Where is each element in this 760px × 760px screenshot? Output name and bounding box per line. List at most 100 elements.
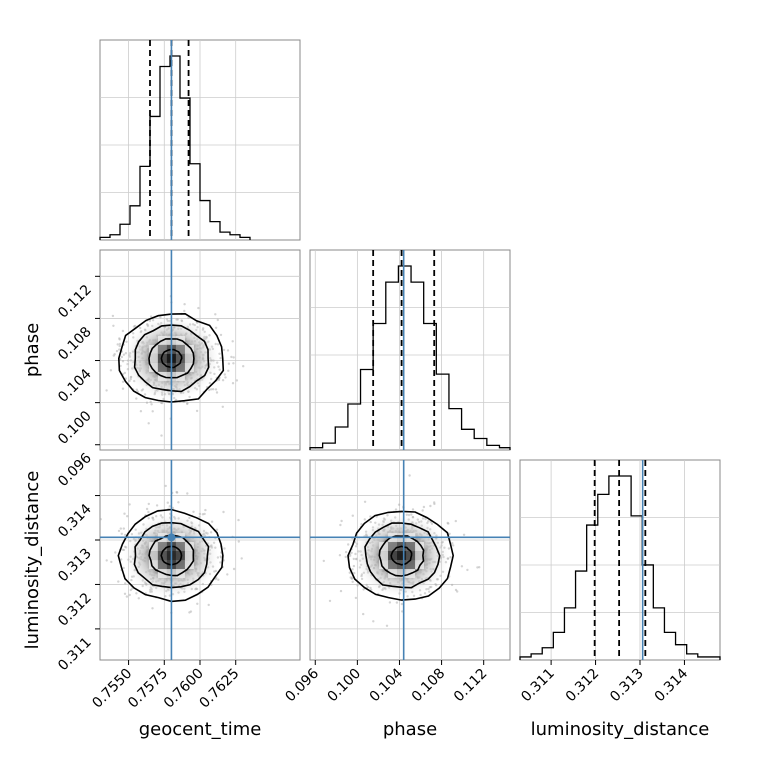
sample-point	[240, 557, 243, 560]
contour-level-2	[133, 521, 210, 589]
sample-point	[340, 519, 343, 523]
sample-point	[448, 532, 451, 535]
sample-point	[362, 588, 365, 591]
sample-point	[126, 515, 129, 518]
sample-point	[112, 354, 116, 357]
density-cell	[379, 551, 389, 561]
sample-point	[123, 512, 126, 515]
sample-point	[147, 502, 150, 506]
sample-point	[450, 583, 454, 587]
sample-point	[120, 558, 123, 561]
sample-point	[360, 523, 363, 526]
sample-point	[352, 564, 356, 568]
sample-point	[208, 388, 211, 392]
sample-point	[147, 422, 150, 425]
sample-point	[121, 329, 125, 333]
sample-point	[462, 533, 466, 536]
y-tick-label-luminosity_distance-3: 0.314	[55, 501, 95, 541]
contour-level-1	[117, 312, 225, 403]
density-cell	[406, 560, 416, 570]
sample-point	[422, 505, 426, 509]
sample-point	[219, 357, 222, 360]
sample-point	[369, 515, 372, 518]
density-cell	[175, 344, 185, 354]
density-cell	[157, 362, 167, 372]
sample-point	[394, 508, 398, 511]
sample-point	[226, 349, 230, 352]
x-tick-label-luminosity_distance-2: 0.313	[607, 666, 647, 706]
sample-point	[227, 369, 230, 372]
sample-point	[147, 510, 150, 514]
density-cell	[388, 551, 398, 561]
density-cell	[157, 551, 167, 561]
sample-point	[223, 547, 226, 550]
density-cell	[157, 560, 167, 570]
sample-point	[423, 592, 427, 595]
sample-point	[215, 528, 219, 531]
sample-point	[447, 522, 450, 525]
sample-point	[135, 397, 138, 400]
sample-point	[219, 561, 222, 564]
sample-point	[122, 566, 125, 570]
sample-point	[363, 500, 367, 503]
density-cell	[148, 362, 158, 372]
sample-point	[362, 612, 365, 616]
sample-point	[226, 573, 229, 576]
density-cell	[379, 560, 389, 570]
sample-point	[372, 620, 375, 623]
sample-point	[452, 544, 455, 547]
sample-point	[124, 533, 127, 537]
sample-point	[388, 601, 392, 604]
sample-point	[197, 306, 200, 310]
contour-level-4	[160, 348, 183, 369]
sample-point	[339, 523, 342, 527]
x-tick-label-phase-1: 0.100	[325, 666, 365, 706]
sample-point	[454, 519, 457, 523]
y-tick-label-phase-4: 0.112	[55, 282, 95, 322]
sample-point	[129, 588, 132, 592]
sample-point	[151, 607, 154, 610]
panel-geocent_time-vs-geocent_time	[99, 39, 301, 241]
density-cell	[184, 353, 194, 363]
sample-point	[222, 348, 226, 352]
density-cell	[415, 551, 425, 561]
density-cell	[148, 560, 158, 570]
sample-point	[219, 333, 223, 337]
sample-point	[123, 592, 127, 595]
sample-point	[128, 503, 131, 506]
sample-point	[160, 434, 163, 437]
sample-point	[231, 382, 235, 385]
sample-point	[411, 508, 415, 511]
sample-point	[186, 492, 189, 495]
sample-point	[232, 362, 235, 365]
density-cell	[388, 542, 398, 552]
sample-point	[449, 556, 452, 559]
sample-point	[344, 550, 348, 554]
sample-point	[429, 504, 432, 508]
density-cell	[157, 542, 167, 552]
sample-point	[118, 344, 121, 348]
sample-point	[478, 566, 481, 569]
sample-point	[348, 571, 351, 574]
histogram-geocent_time	[99, 55, 251, 240]
sample-point	[117, 529, 121, 533]
contour-level-3	[148, 338, 195, 379]
sample-point	[207, 603, 210, 607]
sample-point	[183, 309, 186, 313]
sample-point	[369, 520, 372, 524]
sample-point	[230, 355, 233, 359]
sample-point	[120, 355, 124, 359]
sample-point	[118, 338, 121, 341]
sample-point	[421, 509, 424, 512]
x-tick-label-geocent_time-3: 0.7625	[197, 666, 243, 712]
sample-point	[397, 503, 401, 506]
sample-point	[122, 527, 126, 530]
x-axis-label-phase: phase	[383, 719, 437, 740]
contour-level-2	[133, 324, 210, 393]
y-tick-label-phase-3: 0.108	[55, 324, 95, 364]
sample-point	[217, 578, 220, 581]
density-cell	[406, 551, 416, 561]
sample-point	[351, 580, 354, 583]
sample-point	[476, 566, 479, 569]
